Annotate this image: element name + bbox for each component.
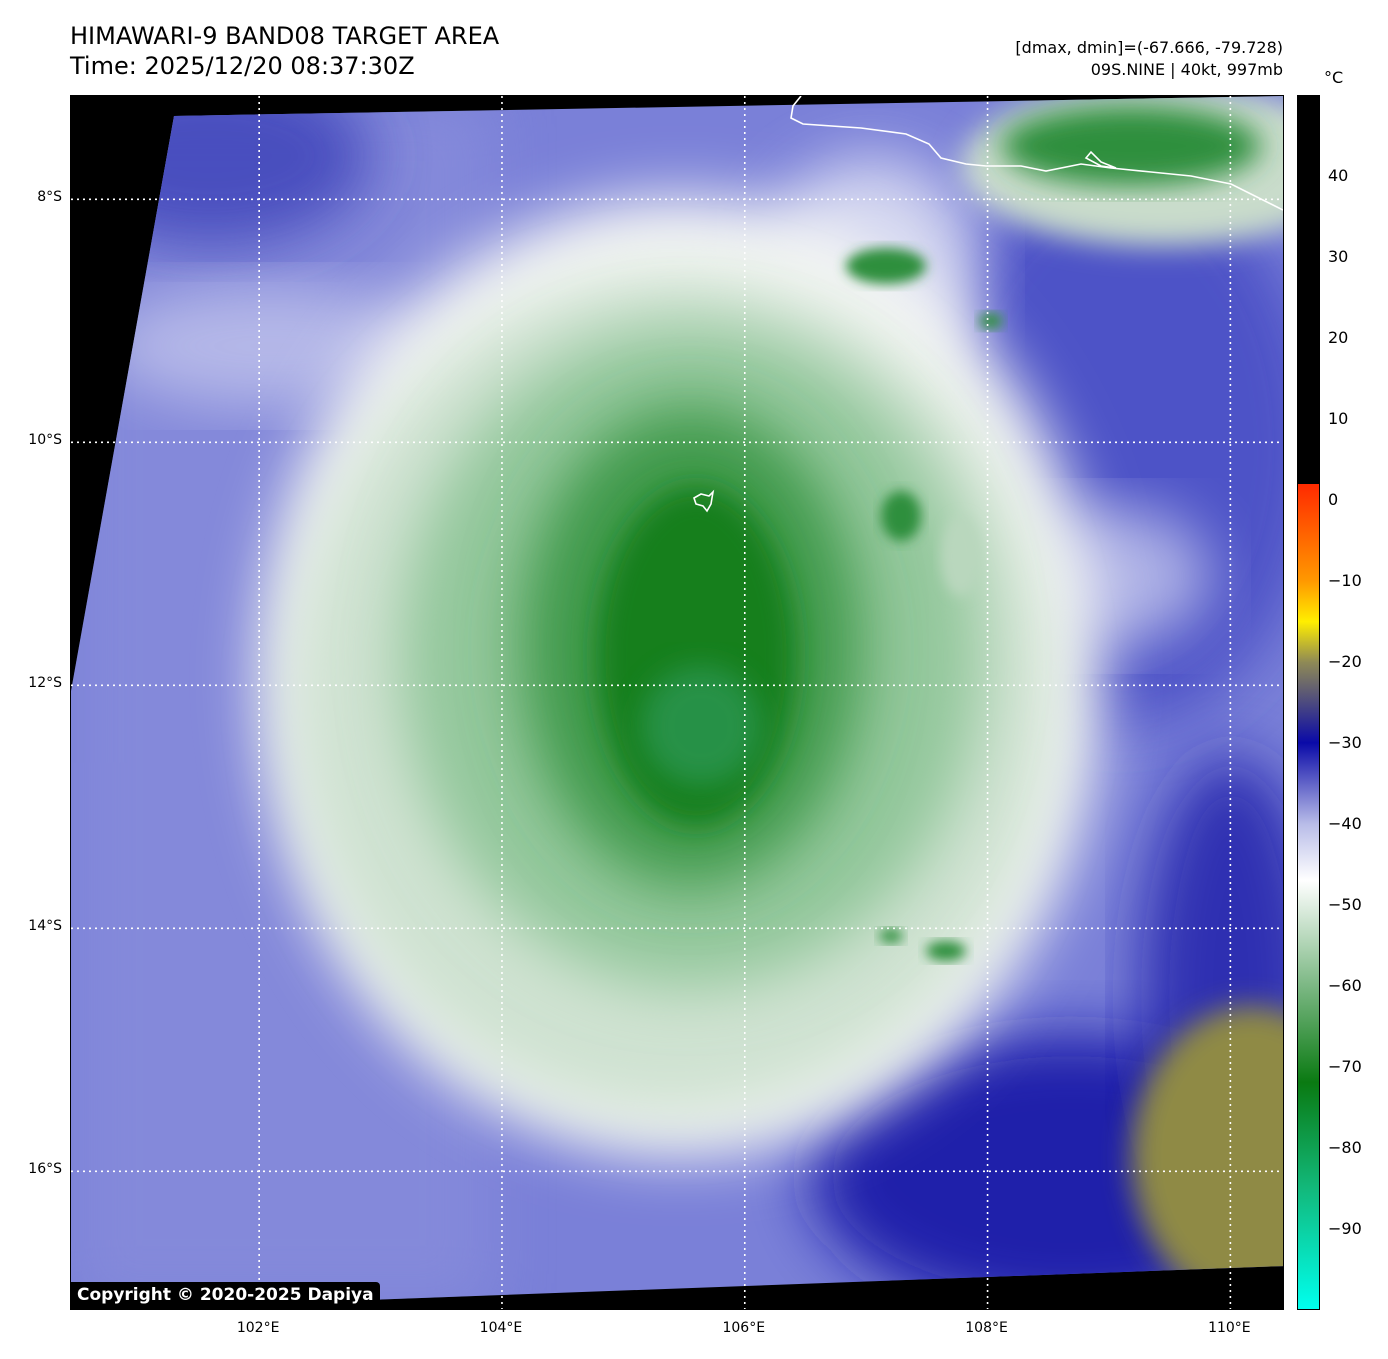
lat-tick-label: 10°S (28, 432, 62, 449)
colorbar-tick-label: 20 (1328, 328, 1349, 347)
colorbar-tick-label: 0 (1328, 490, 1339, 509)
temperature-range: [dmax, dmin]=(-67.666, -79.728) (1015, 38, 1283, 57)
colorbar-tick-label: −70 (1328, 1057, 1362, 1076)
colorbar-tick-label: 40 (1328, 166, 1349, 185)
colorbar-tick-label: −80 (1328, 1138, 1362, 1157)
lon-tick-label: 106°E (722, 1320, 766, 1336)
copyright-notice: Copyright © 2020-2025 Dapiya (71, 1282, 380, 1309)
colorbar-tick-label: 10 (1328, 409, 1349, 428)
colorbar-tick-label: −10 (1328, 571, 1362, 590)
colorbar-tick-label: −50 (1328, 895, 1362, 914)
lat-tick-label: 8°S (37, 189, 62, 206)
lon-tick-label: 108°E (965, 1320, 1008, 1336)
coastlines (693, 96, 1283, 513)
observation-time: Time: 2025/12/20 08:37:30Z (70, 52, 415, 80)
satellite-imagery (71, 96, 1283, 1309)
lat-tick-label: 16°S (28, 1161, 62, 1178)
colorbar-tick-label: −60 (1328, 976, 1362, 995)
lat-tick-label: 12°S (28, 675, 62, 692)
colorbar (1297, 95, 1320, 1310)
image-swath (71, 96, 1283, 1309)
chart-title: HIMAWARI-9 BAND08 TARGET AREA (70, 22, 500, 50)
colorbar-tick-label: −40 (1328, 814, 1362, 833)
colorbar-tick-label: 30 (1328, 247, 1349, 266)
lat-tick-label: 14°S (28, 918, 62, 935)
storm-info: 09S.NINE | 40kt, 997mb (1090, 60, 1283, 79)
lat-lon-gridlines (71, 96, 1283, 1309)
lon-tick-label: 102°E (236, 1320, 280, 1336)
colorbar-tick-label: −30 (1328, 733, 1362, 752)
lon-tick-label: 110°E (1208, 1320, 1251, 1336)
lon-tick-label: 104°E (479, 1320, 523, 1336)
colorbar-tick-label: −90 (1328, 1219, 1362, 1238)
colorbar-tick-label: −20 (1328, 652, 1362, 671)
satellite-map: Copyright © 2020-2025 Dapiya (70, 95, 1284, 1310)
colorbar-unit: °C (1324, 68, 1344, 87)
